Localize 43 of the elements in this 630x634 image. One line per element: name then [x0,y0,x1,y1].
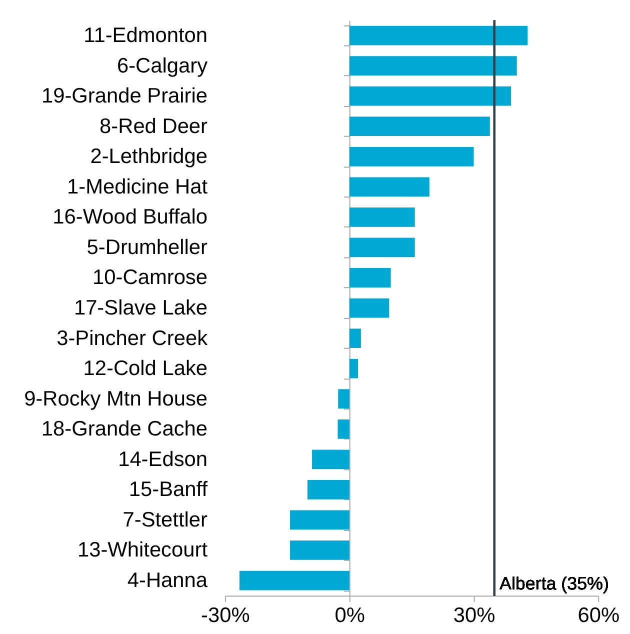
y-tick-label: 19-Grande Prairie [41,84,208,108]
y-tick-label: 13-Whitecourt [77,538,208,562]
y-tick-label: 5-Drumheller [86,236,208,259]
y-tick-label: 10-Camrose [92,266,208,290]
bar [290,540,350,560]
bar [349,298,390,318]
y-tick-label: 9-Rocky Mtn House [24,387,208,410]
y-tick-label: 2-Lethbridge [90,145,208,168]
y-tick-label: 18-Grande Cache [41,418,208,441]
y-tick-label: 15-Banff [128,478,208,502]
bar [349,146,474,166]
x-tick-label: 30% [453,604,496,628]
bar [349,268,391,288]
x-tick-label: 0% [334,604,365,628]
bar [349,26,528,46]
bar [349,56,517,76]
y-tick-label: 16-Wood Buffalo [52,206,208,229]
bar [290,510,350,530]
x-tick-label: -30% [201,604,250,628]
bar [338,419,350,439]
ref-line-label: Alberta (35%) [499,574,609,594]
bar [349,208,415,227]
bar [338,389,350,409]
y-tick-label: 17-Slave Lake [74,296,208,320]
bar [349,328,361,348]
y-tick-label: 11-Edmonton [84,24,208,48]
x-tick-label: 60% [578,604,620,628]
bar [349,86,512,106]
y-tick-label: 1-Medicine Hat [67,175,208,198]
y-tick-label: 7-Stettler [122,508,208,532]
y-tick-label: 6-Calgary [116,54,208,78]
bar [349,238,415,258]
y-tick-label: 4-Hanna [127,568,208,592]
y-tick-label: 3-Pincher Creek [56,326,208,350]
bar [349,116,490,136]
bar [349,177,430,197]
bar [307,480,350,500]
y-tick-label: 14-Edson [118,448,208,471]
bar [349,358,358,378]
y-tick-label: 12-Cold Lake [83,357,208,380]
bar [312,450,350,470]
y-tick-label: 8-Red Deer [100,114,208,138]
bar [239,570,350,590]
